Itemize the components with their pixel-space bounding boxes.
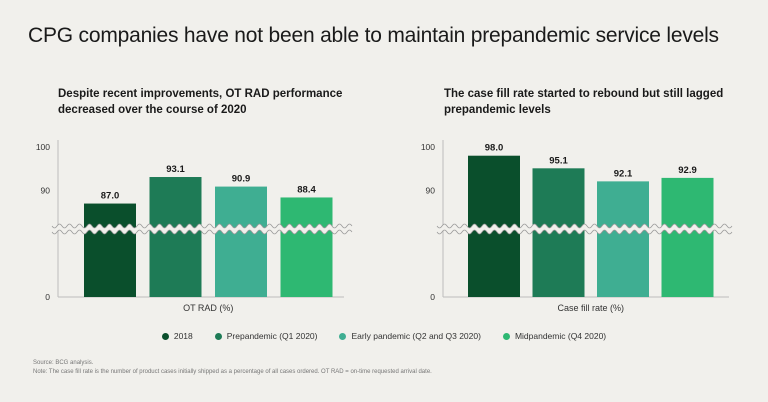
legend-item-midpandemic: Midpandemic (Q4 2020) [502,331,607,341]
axis-break-line [51,223,353,229]
legend-item-prepandemic: Prepandemic (Q1 2020) [214,331,318,341]
bar-value-label: 88.4 [297,184,316,195]
legend-label: Early pandemic (Q2 and Q3 2020) [351,331,481,341]
bar-value-label: 90.9 [232,174,251,185]
legend-item-early-pandemic: Early pandemic (Q2 and Q3 2020) [339,331,481,341]
footnote: Note: The case fill rate is the number o… [33,369,432,375]
bar-midpandemic-q4-2020- [661,177,714,297]
bar-value-label: 95.1 [549,155,568,166]
x-axis-label: Case fill rate (%) [557,303,624,313]
source-note: Source: BCG analysis. [33,360,94,366]
legend-marker [502,332,510,340]
right-chart-title: The case fill rate started to rebound bu… [444,88,724,116]
bar-value-label: 93.1 [166,164,185,175]
legend-label: Midpandemic (Q4 2020) [514,331,607,341]
y-tick-label: 100 [36,142,50,152]
y-tick-label: 0 [45,292,50,302]
bar-prepandemic-q1-2020- [149,177,202,297]
legend-label: 2018 [173,331,193,341]
bar-value-label: 98.0 [485,143,504,154]
left-chart-title: Despite recent improvements, OT RAD perf… [58,88,343,116]
legend-marker [339,332,347,340]
y-tick-label: 90 [41,186,51,196]
bar-value-label: 92.1 [614,168,633,179]
y-tick-label: 100 [421,142,435,152]
legend-marker [214,332,222,340]
y-tick-label: 0 [430,292,435,302]
bar-value-label: 87.0 [101,191,120,202]
axis-break-line [436,229,733,235]
legend-marker [161,332,169,340]
legend: 2018 Prepandemic (Q1 2020) Early pandemi… [0,331,768,341]
legend-item-2018: 2018 [161,331,193,341]
axis-break-line [436,223,733,229]
legend-label: Prepandemic (Q1 2020) [226,331,318,341]
x-axis-label: OT RAD (%) [183,303,233,313]
bar-early-pandemic-q2-and-q3-2020- [597,181,649,297]
y-tick-label: 90 [426,186,436,196]
axis-break-line [51,229,353,235]
bar-midpandemic-q4-2020- [280,197,333,297]
bar-value-label: 92.9 [678,165,697,176]
bar-early-pandemic-q2-and-q3-2020- [215,186,267,297]
bar-2018 [84,203,136,297]
page-title: CPG companies have not been able to main… [28,24,719,47]
axis-break-band [437,224,732,234]
